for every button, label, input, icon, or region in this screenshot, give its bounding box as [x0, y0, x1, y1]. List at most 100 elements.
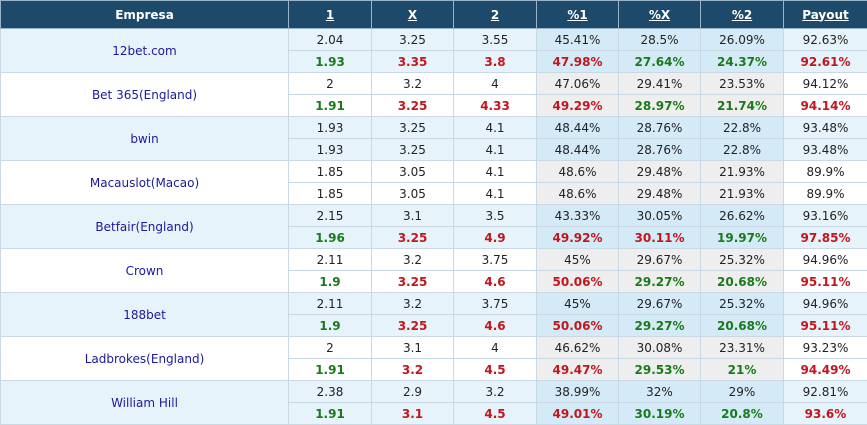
live-away-odds: 4.5: [454, 403, 537, 425]
open-payout: 89.9%: [784, 161, 867, 183]
open-draw-pct: 32%: [619, 381, 701, 403]
open-home-pct: 43.33%: [537, 205, 619, 227]
open-away-pct: 22.8%: [701, 117, 784, 139]
live-away-pct: 21.93%: [701, 183, 784, 205]
open-home-pct: 38.99%: [537, 381, 619, 403]
open-draw-pct: 29.48%: [619, 161, 701, 183]
open-home-odds: 2.04: [289, 29, 372, 51]
live-away-odds: 4.9: [454, 227, 537, 249]
open-draw-pct: 29.67%: [619, 249, 701, 271]
col-header-draw-pct[interactable]: %X: [619, 1, 701, 29]
live-payout: 95.11%: [784, 271, 867, 293]
open-away-odds: 3.5: [454, 205, 537, 227]
col-header-away-pct[interactable]: %2: [701, 1, 784, 29]
open-away-pct: 26.09%: [701, 29, 784, 51]
open-payout: 94.96%: [784, 249, 867, 271]
bookmaker-name[interactable]: 188bet: [1, 293, 289, 337]
open-home-pct: 48.6%: [537, 161, 619, 183]
bookmaker-name[interactable]: bwin: [1, 117, 289, 161]
live-draw-odds: 3.2: [372, 359, 454, 381]
open-draw-odds: 3.25: [372, 29, 454, 51]
live-payout: 94.49%: [784, 359, 867, 381]
live-away-pct: 24.37%: [701, 51, 784, 73]
open-home-odds: 2: [289, 337, 372, 359]
live-away-pct: 20.8%: [701, 403, 784, 425]
live-draw-pct: 29.53%: [619, 359, 701, 381]
live-payout: 93.48%: [784, 139, 867, 161]
live-home-odds: 1.91: [289, 95, 372, 117]
open-draw-pct: 30.08%: [619, 337, 701, 359]
live-away-pct: 20.68%: [701, 271, 784, 293]
open-away-odds: 4: [454, 337, 537, 359]
live-draw-odds: 3.25: [372, 315, 454, 337]
open-draw-odds: 3.25: [372, 117, 454, 139]
live-draw-pct: 30.11%: [619, 227, 701, 249]
live-draw-pct: 29.48%: [619, 183, 701, 205]
live-away-odds: 4.33: [454, 95, 537, 117]
live-draw-odds: 3.05: [372, 183, 454, 205]
open-away-odds: 3.75: [454, 293, 537, 315]
open-away-pct: 25.32%: [701, 293, 784, 315]
bookmaker-name[interactable]: Bet 365(England): [1, 73, 289, 117]
open-payout: 93.16%: [784, 205, 867, 227]
open-draw-pct: 28.5%: [619, 29, 701, 51]
live-payout: 95.11%: [784, 315, 867, 337]
live-payout: 92.61%: [784, 51, 867, 73]
live-draw-odds: 3.25: [372, 95, 454, 117]
open-draw-odds: 3.05: [372, 161, 454, 183]
open-away-odds: 4.1: [454, 161, 537, 183]
live-away-pct: 21.74%: [701, 95, 784, 117]
live-home-odds: 1.96: [289, 227, 372, 249]
live-home-odds: 1.93: [289, 51, 372, 73]
bookmaker-name[interactable]: 12bet.com: [1, 29, 289, 73]
live-payout: 93.6%: [784, 403, 867, 425]
open-home-odds: 2.11: [289, 293, 372, 315]
open-draw-odds: 3.2: [372, 249, 454, 271]
col-header-away-odds[interactable]: 2: [454, 1, 537, 29]
open-away-odds: 3.55: [454, 29, 537, 51]
open-payout: 93.48%: [784, 117, 867, 139]
bookmaker-name[interactable]: Ladbrokes(England): [1, 337, 289, 381]
open-away-odds: 3.75: [454, 249, 537, 271]
bookmaker-name[interactable]: Macauslot(Macao): [1, 161, 289, 205]
open-payout: 93.23%: [784, 337, 867, 359]
open-home-pct: 45%: [537, 249, 619, 271]
live-away-odds: 3.8: [454, 51, 537, 73]
open-home-pct: 45.41%: [537, 29, 619, 51]
bookmaker-name[interactable]: Crown: [1, 249, 289, 293]
live-home-pct: 49.92%: [537, 227, 619, 249]
col-header-home-pct[interactable]: %1: [537, 1, 619, 29]
live-draw-pct: 29.27%: [619, 315, 701, 337]
live-home-odds: 1.91: [289, 359, 372, 381]
open-draw-pct: 30.05%: [619, 205, 701, 227]
bookmaker-name[interactable]: William Hill: [1, 381, 289, 425]
live-home-pct: 49.29%: [537, 95, 619, 117]
live-payout: 94.14%: [784, 95, 867, 117]
live-draw-odds: 3.25: [372, 139, 454, 161]
col-header-payout[interactable]: Payout: [784, 1, 867, 29]
live-away-pct: 19.97%: [701, 227, 784, 249]
col-header-draw-odds[interactable]: X: [372, 1, 454, 29]
live-home-pct: 49.47%: [537, 359, 619, 381]
live-home-pct: 48.6%: [537, 183, 619, 205]
live-home-odds: 1.93: [289, 139, 372, 161]
live-draw-odds: 3.35: [372, 51, 454, 73]
header-row: Empresa 1 X 2 %1 %X %2 Payout: [1, 1, 867, 29]
bookmaker-name[interactable]: Betfair(England): [1, 205, 289, 249]
open-payout: 92.81%: [784, 381, 867, 403]
open-draw-pct: 29.67%: [619, 293, 701, 315]
open-home-pct: 45%: [537, 293, 619, 315]
open-payout: 94.96%: [784, 293, 867, 315]
live-payout: 97.85%: [784, 227, 867, 249]
live-home-pct: 48.44%: [537, 139, 619, 161]
col-header-home-odds[interactable]: 1: [289, 1, 372, 29]
live-away-pct: 20.68%: [701, 315, 784, 337]
open-away-odds: 3.2: [454, 381, 537, 403]
open-away-pct: 26.62%: [701, 205, 784, 227]
